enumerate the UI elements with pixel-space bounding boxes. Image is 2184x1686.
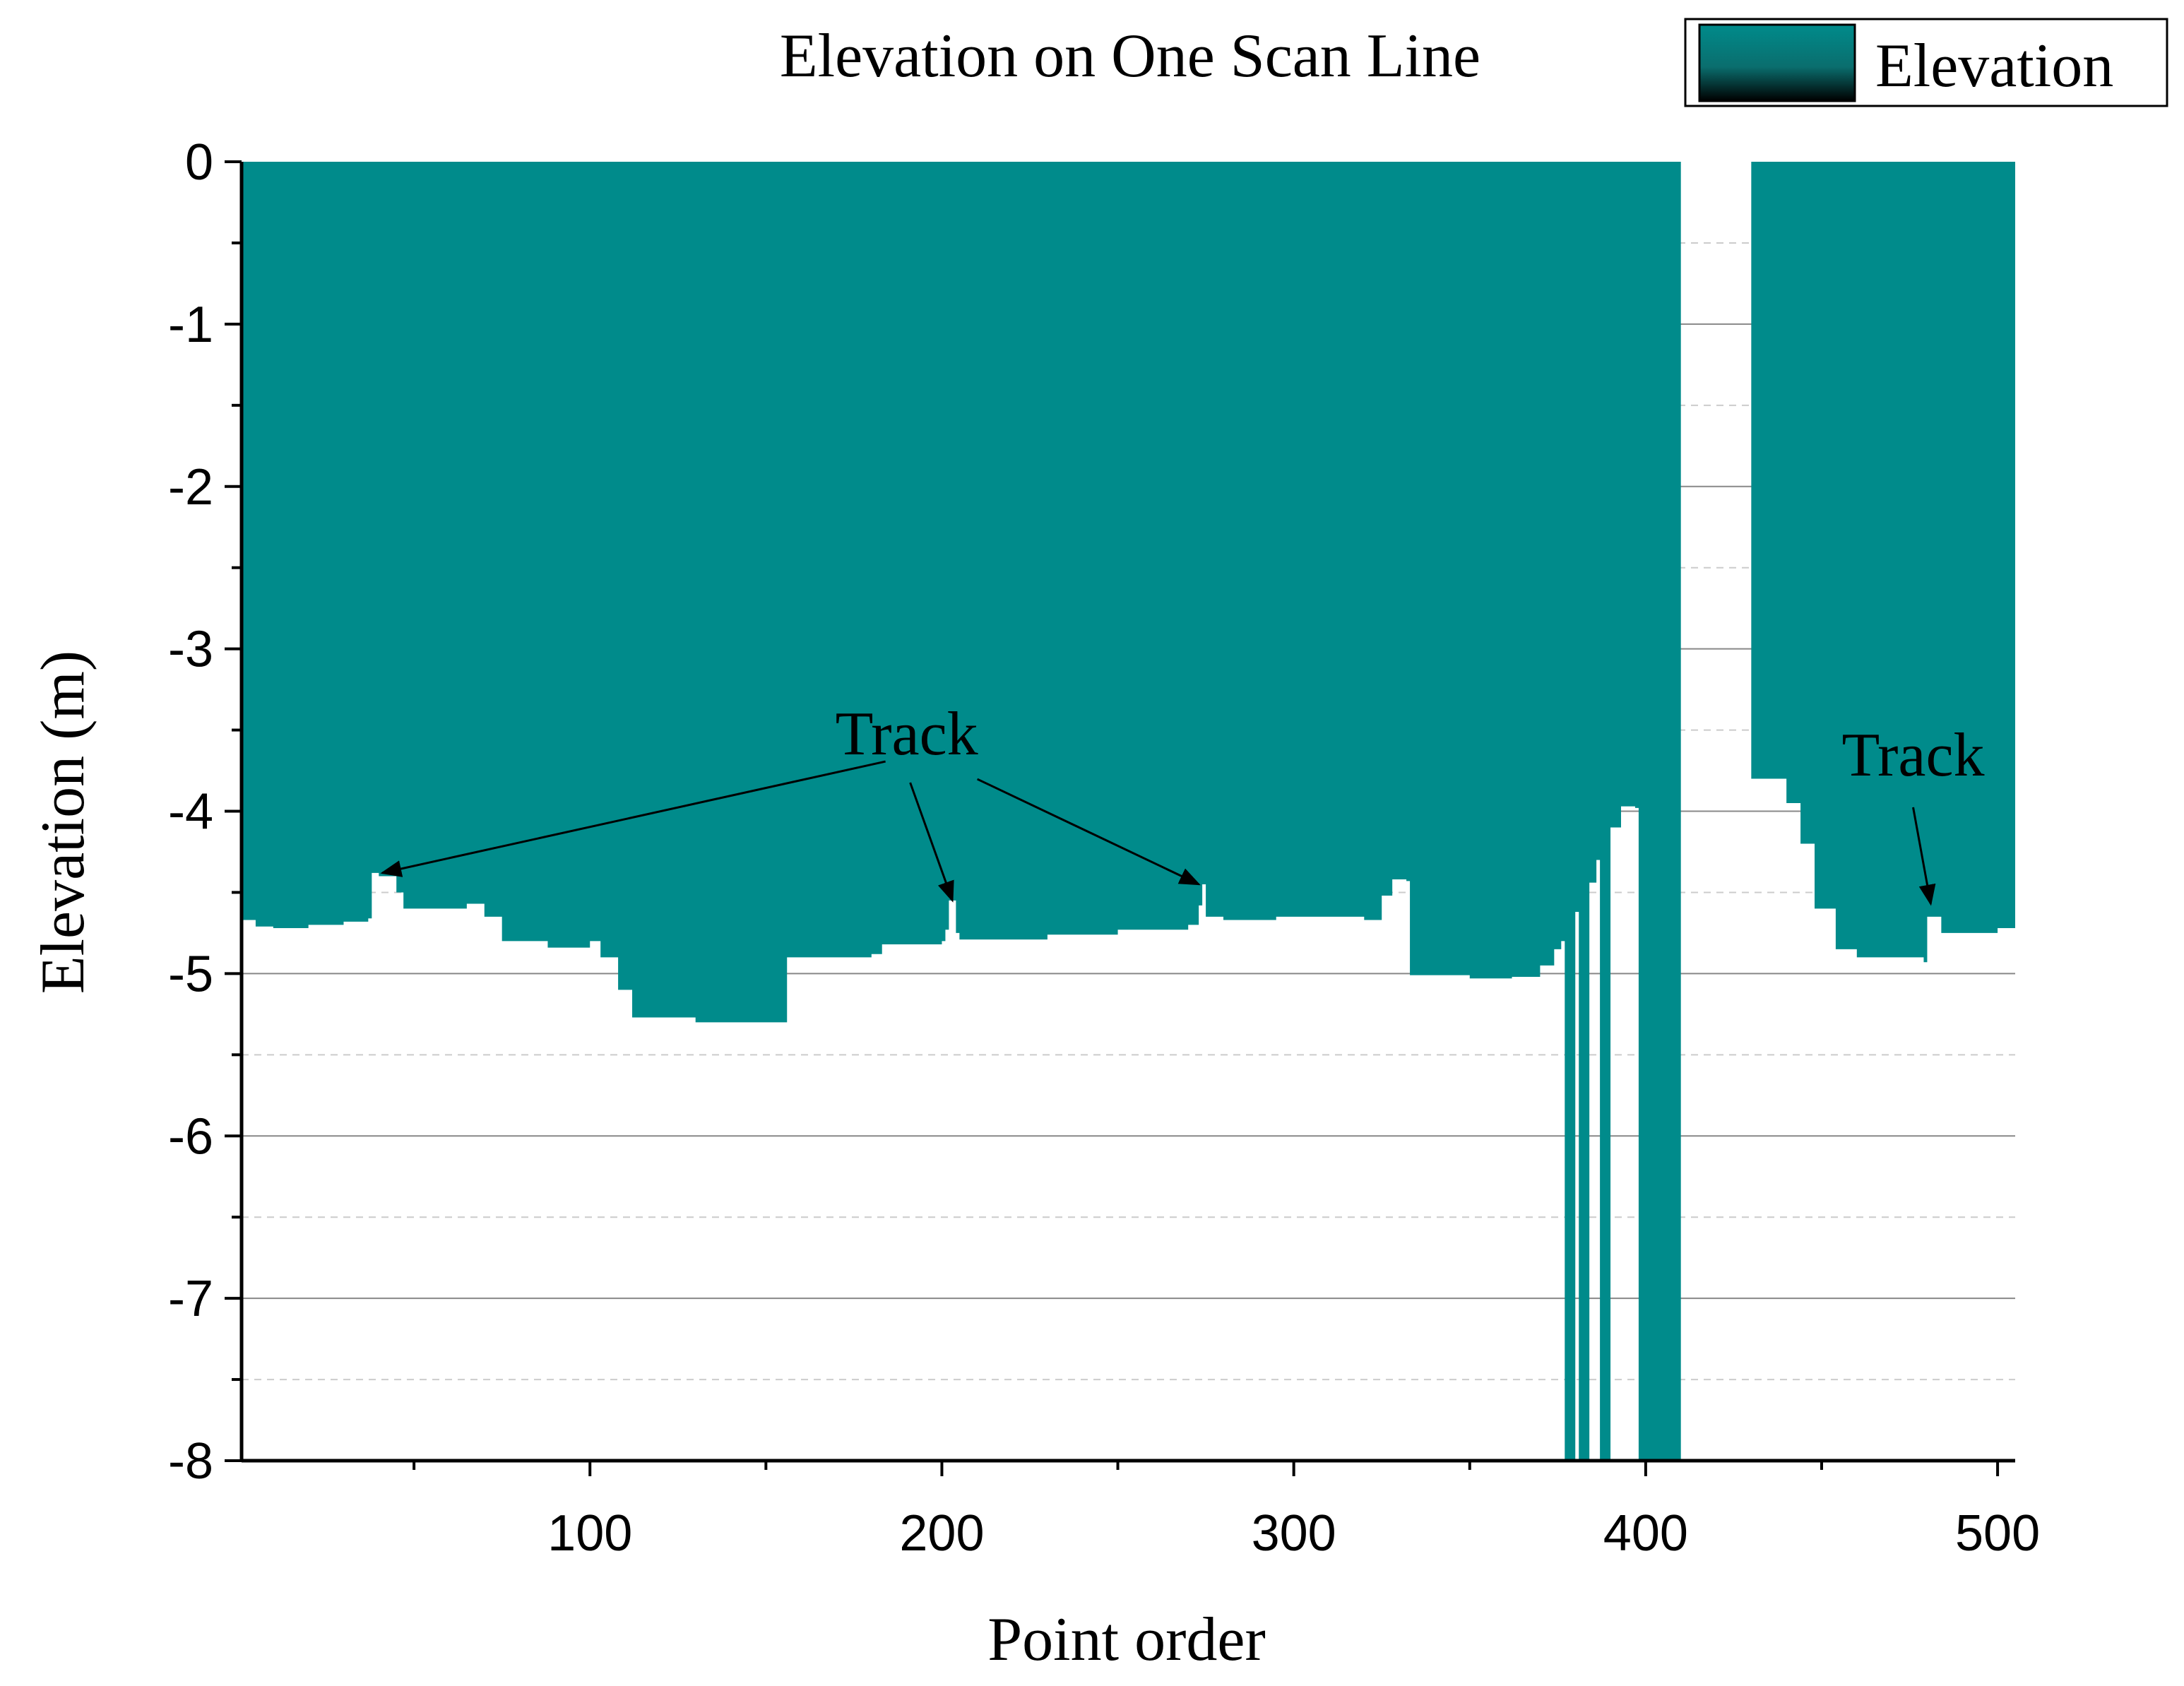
y-tick-labels: 0 -1 -2 -3 -4 -5 -6 -7 -8	[168, 134, 213, 1490]
y-axis-label: Elevation (m)	[29, 651, 97, 994]
annotations: Track Track	[380, 700, 1985, 906]
y-tick-label: 0	[185, 134, 213, 191]
annotation-arrow	[1912, 807, 1936, 906]
x-axis-label: Point order	[987, 1605, 1266, 1674]
y-tick-label: -2	[168, 459, 213, 516]
y-tick-label: -6	[168, 1108, 213, 1165]
plot-area	[242, 162, 2015, 1461]
x-tick-label: 300	[1252, 1505, 1336, 1562]
tick-marks	[225, 160, 2000, 1476]
y-tick-label: -5	[168, 946, 213, 1002]
annotation-arrow	[909, 782, 954, 903]
track-annotation-label: Track	[1841, 721, 1984, 790]
legend-swatch	[1698, 23, 1856, 102]
x-tick-labels: 100 200 300 400 500	[547, 1505, 2040, 1562]
x-tick-label: 100	[547, 1505, 632, 1562]
y-tick-label: -1	[168, 297, 213, 353]
elevation-area-series-0	[242, 162, 2015, 1461]
y-tick-label: -4	[168, 784, 213, 841]
chart-title: Elevation on One Scan Line	[780, 22, 1480, 90]
annotation-arrow	[976, 778, 1201, 886]
y-tick-label: -3	[168, 622, 213, 678]
y-tick-label: -8	[168, 1433, 213, 1490]
x-tick-label: 400	[1603, 1505, 1688, 1562]
legend: Elevation	[1684, 18, 2168, 107]
annotation-arrow	[380, 760, 886, 877]
y-tick-label: -7	[168, 1271, 213, 1327]
legend-label: Elevation	[1875, 32, 2113, 100]
track-annotation-label: Track	[836, 700, 978, 768]
x-tick-label: 500	[1955, 1505, 2040, 1562]
x-tick-label: 200	[899, 1505, 984, 1562]
